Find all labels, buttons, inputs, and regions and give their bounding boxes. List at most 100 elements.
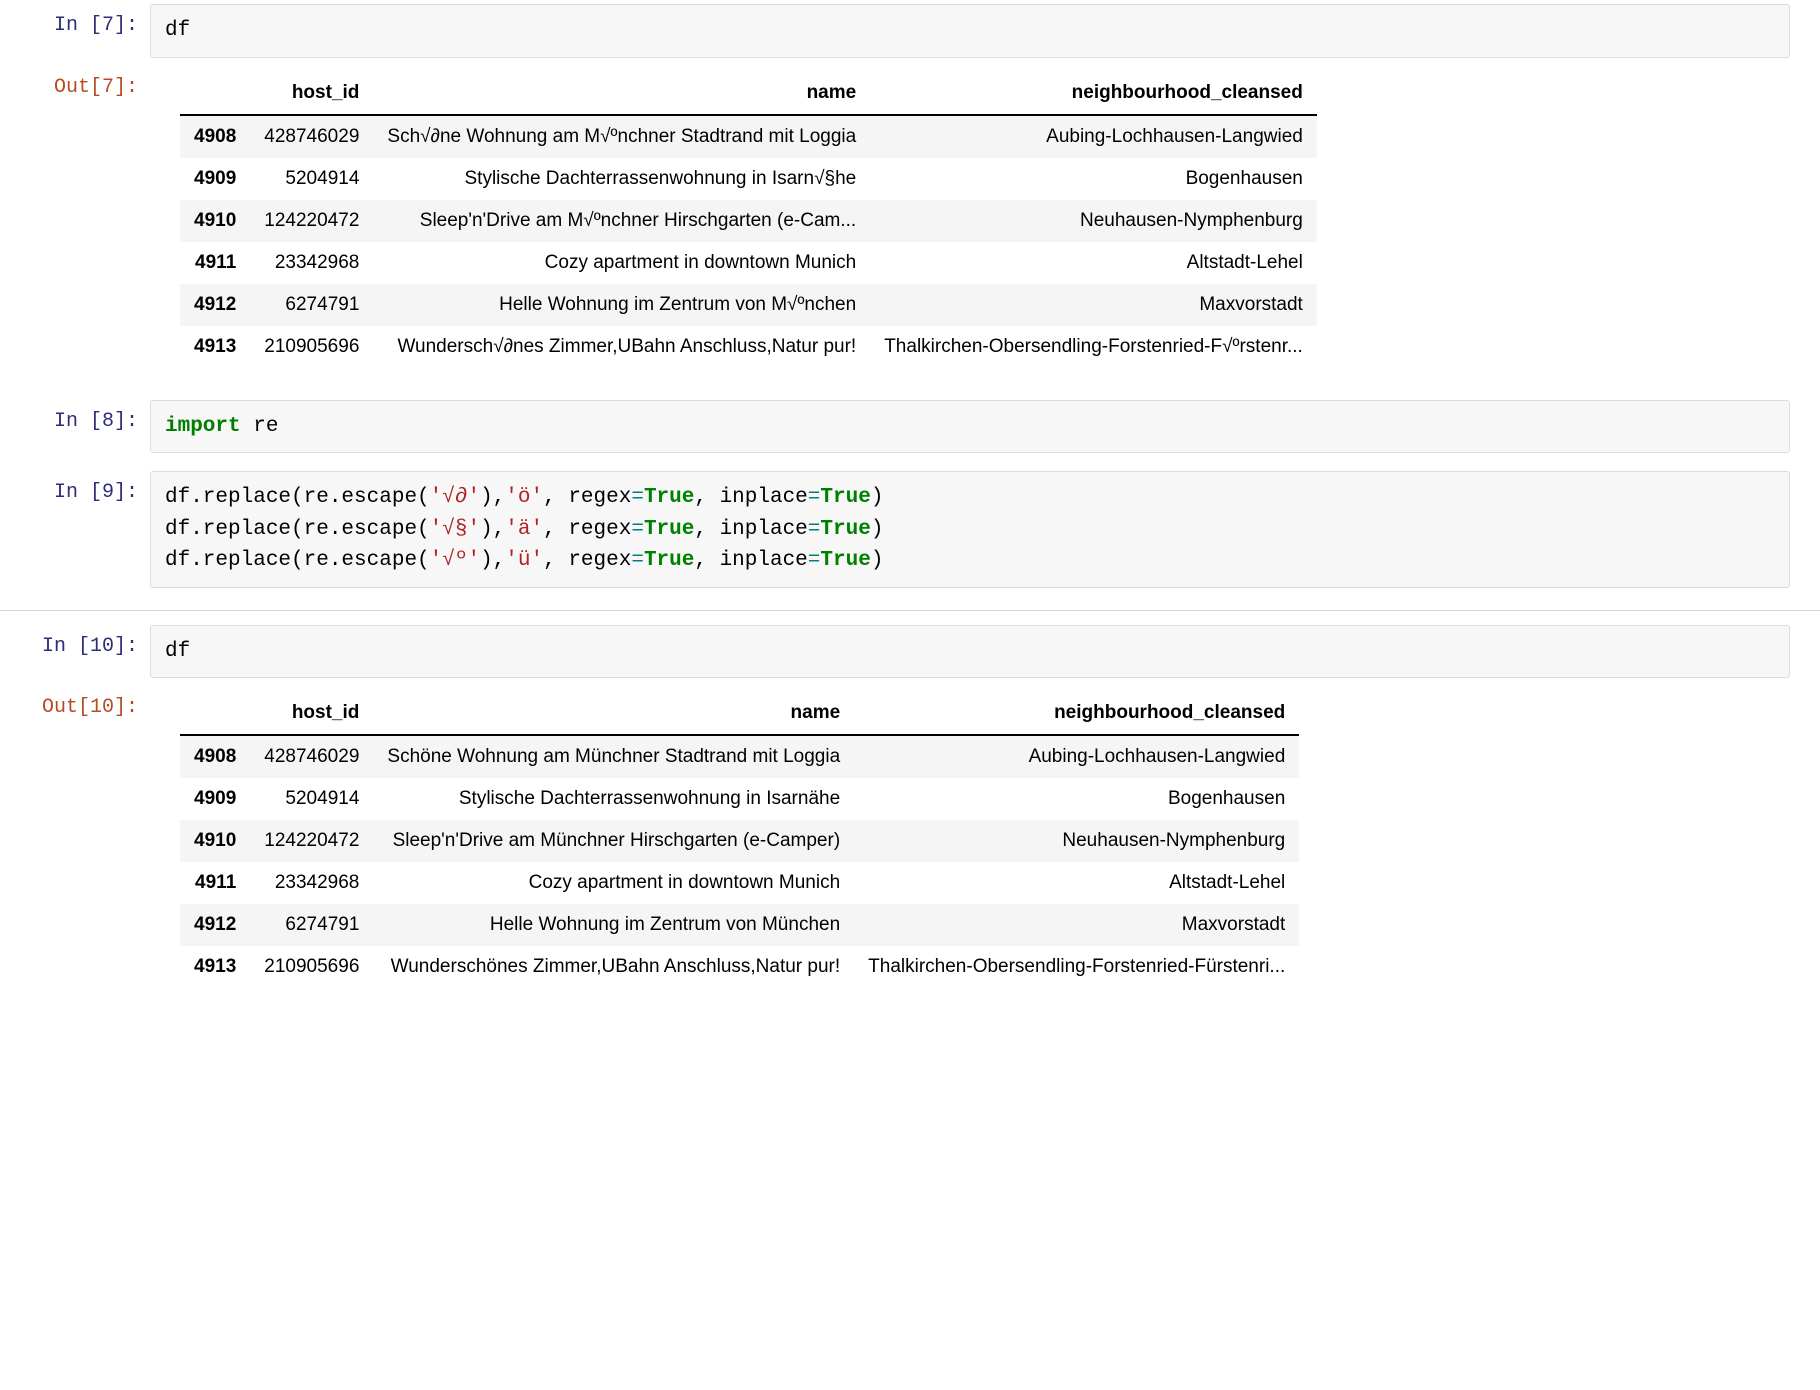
code-text: , regex xyxy=(543,518,631,541)
col-host-id: host_id xyxy=(250,692,373,735)
cell-out-7: Out[7]: host_id name neighbourhood_clean… xyxy=(0,62,1820,378)
row-index: 4909 xyxy=(180,158,250,200)
row-index: 4911 xyxy=(180,242,250,284)
cell-name: Stylische Dachterrassenwohnung in Isarn√… xyxy=(373,158,870,200)
code-text: , inplace xyxy=(694,518,807,541)
code-text: re xyxy=(241,415,279,438)
code-input-8[interactable]: import re xyxy=(150,400,1790,454)
row-index: 4910 xyxy=(180,200,250,242)
table-row: 4909 5204914 Stylische Dachterrassenwohn… xyxy=(180,778,1299,820)
code-text: , inplace xyxy=(694,549,807,572)
cell-host-id: 6274791 xyxy=(250,904,373,946)
code-text: ) xyxy=(871,549,884,572)
cell-neighbourhood: Altstadt-Lehel xyxy=(870,242,1317,284)
code-text: df xyxy=(165,640,190,663)
cell-host-id: 210905696 xyxy=(250,326,373,368)
cell-neighbourhood: Thalkirchen-Obersendling-Forstenried-F√º… xyxy=(870,326,1317,368)
code-input-7[interactable]: df xyxy=(150,4,1790,58)
cell-name: Stylische Dachterrassenwohnung in Isarnä… xyxy=(373,778,854,820)
cell-name: Wundersch√∂nes Zimmer,UBahn Anschluss,Na… xyxy=(373,326,870,368)
cell-name: Wunderschönes Zimmer,UBahn Anschluss,Nat… xyxy=(373,946,854,988)
string-literal: 'ä' xyxy=(505,518,543,541)
table-row: 4909 5204914 Stylische Dachterrassenwohn… xyxy=(180,158,1317,200)
code-text: ), xyxy=(480,549,505,572)
col-name: name xyxy=(373,72,870,115)
prompt-out-7: Out[7]: xyxy=(0,66,150,99)
keyword-true: True xyxy=(644,549,694,572)
table-header-row: host_id name neighbourhood_cleansed xyxy=(180,72,1317,115)
cell-in-8: In [8]: import re xyxy=(0,396,1820,458)
cell-name: Schöne Wohnung am Münchner Stadtrand mit… xyxy=(373,735,854,778)
cell-host-id: 23342968 xyxy=(250,242,373,284)
col-name: name xyxy=(373,692,854,735)
row-index: 4911 xyxy=(180,862,250,904)
cell-in-7: In [7]: df xyxy=(0,0,1820,62)
op-eq: = xyxy=(631,549,644,572)
string-literal: '√º' xyxy=(430,549,480,572)
col-host-id: host_id xyxy=(250,72,373,115)
keyword-true: True xyxy=(820,549,870,572)
code-text: ), xyxy=(480,486,505,509)
col-neighbourhood: neighbourhood_cleansed xyxy=(870,72,1317,115)
op-eq: = xyxy=(808,486,821,509)
cell-neighbourhood: Aubing-Lochhausen-Langwied xyxy=(854,735,1299,778)
dataframe-output-7: host_id name neighbourhood_cleansed 4908… xyxy=(180,72,1317,368)
cell-host-id: 5204914 xyxy=(250,158,373,200)
cell-name: Helle Wohnung im Zentrum von M√ºnchen xyxy=(373,284,870,326)
code-text: ), xyxy=(480,518,505,541)
cell-host-id: 210905696 xyxy=(250,946,373,988)
cell-neighbourhood: Aubing-Lochhausen-Langwied xyxy=(870,115,1317,158)
prompt-out-10: Out[10]: xyxy=(0,686,150,719)
cell-host-id: 428746029 xyxy=(250,115,373,158)
row-index: 4908 xyxy=(180,735,250,778)
prompt-in-10: In [10]: xyxy=(0,625,150,658)
cell-neighbourhood: Neuhausen-Nymphenburg xyxy=(870,200,1317,242)
table-row: 4911 23342968 Cozy apartment in downtown… xyxy=(180,862,1299,904)
row-index: 4912 xyxy=(180,284,250,326)
table-header-row: host_id name neighbourhood_cleansed xyxy=(180,692,1299,735)
cell-host-id: 23342968 xyxy=(250,862,373,904)
op-eq: = xyxy=(808,518,821,541)
cell-host-id: 124220472 xyxy=(250,200,373,242)
string-literal: 'ö' xyxy=(505,486,543,509)
code-input-10[interactable]: df xyxy=(150,625,1790,679)
keyword-import: import xyxy=(165,415,241,438)
table-row: 4913 210905696 Wunderschönes Zimmer,UBah… xyxy=(180,946,1299,988)
cell-in-9: In [9]: df.replace(re.escape('√∂'),'ö', … xyxy=(0,467,1820,592)
cell-neighbourhood: Maxvorstadt xyxy=(870,284,1317,326)
cell-name: Helle Wohnung im Zentrum von München xyxy=(373,904,854,946)
cell-host-id: 6274791 xyxy=(250,284,373,326)
keyword-true: True xyxy=(820,518,870,541)
code-text: df.replace(re.escape( xyxy=(165,549,430,572)
code-text: , regex xyxy=(543,549,631,572)
table-row: 4908 428746029 Schöne Wohnung am Münchne… xyxy=(180,735,1299,778)
row-index: 4913 xyxy=(180,946,250,988)
col-index xyxy=(180,72,250,115)
cell-divider xyxy=(0,610,1820,611)
code-text: df.replace(re.escape( xyxy=(165,486,430,509)
notebook: In [7]: df Out[7]: host_id name neighbou… xyxy=(0,0,1820,1038)
cell-neighbourhood: Maxvorstadt xyxy=(854,904,1299,946)
prompt-in-8: In [8]: xyxy=(0,400,150,433)
row-index: 4909 xyxy=(180,778,250,820)
cell-in-10: In [10]: df xyxy=(0,621,1820,683)
op-eq: = xyxy=(808,549,821,572)
prompt-in-9: In [9]: xyxy=(0,471,150,504)
code-input-9[interactable]: df.replace(re.escape('√∂'),'ö', regex=Tr… xyxy=(150,471,1790,588)
cell-host-id: 428746029 xyxy=(250,735,373,778)
cell-neighbourhood: Bogenhausen xyxy=(870,158,1317,200)
code-text: ) xyxy=(871,518,884,541)
table-row: 4912 6274791 Helle Wohnung im Zentrum vo… xyxy=(180,284,1317,326)
col-neighbourhood: neighbourhood_cleansed xyxy=(854,692,1299,735)
op-eq: = xyxy=(631,486,644,509)
keyword-true: True xyxy=(644,486,694,509)
cell-host-id: 124220472 xyxy=(250,820,373,862)
string-literal: '√§' xyxy=(430,518,480,541)
prompt-in-7: In [7]: xyxy=(0,4,150,37)
cell-neighbourhood: Neuhausen-Nymphenburg xyxy=(854,820,1299,862)
row-index: 4913 xyxy=(180,326,250,368)
row-index: 4908 xyxy=(180,115,250,158)
code-text: , inplace xyxy=(694,486,807,509)
keyword-true: True xyxy=(644,518,694,541)
cell-name: Cozy apartment in downtown Munich xyxy=(373,862,854,904)
